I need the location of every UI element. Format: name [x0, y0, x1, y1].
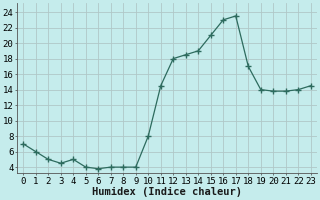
- X-axis label: Humidex (Indice chaleur): Humidex (Indice chaleur): [92, 187, 242, 197]
